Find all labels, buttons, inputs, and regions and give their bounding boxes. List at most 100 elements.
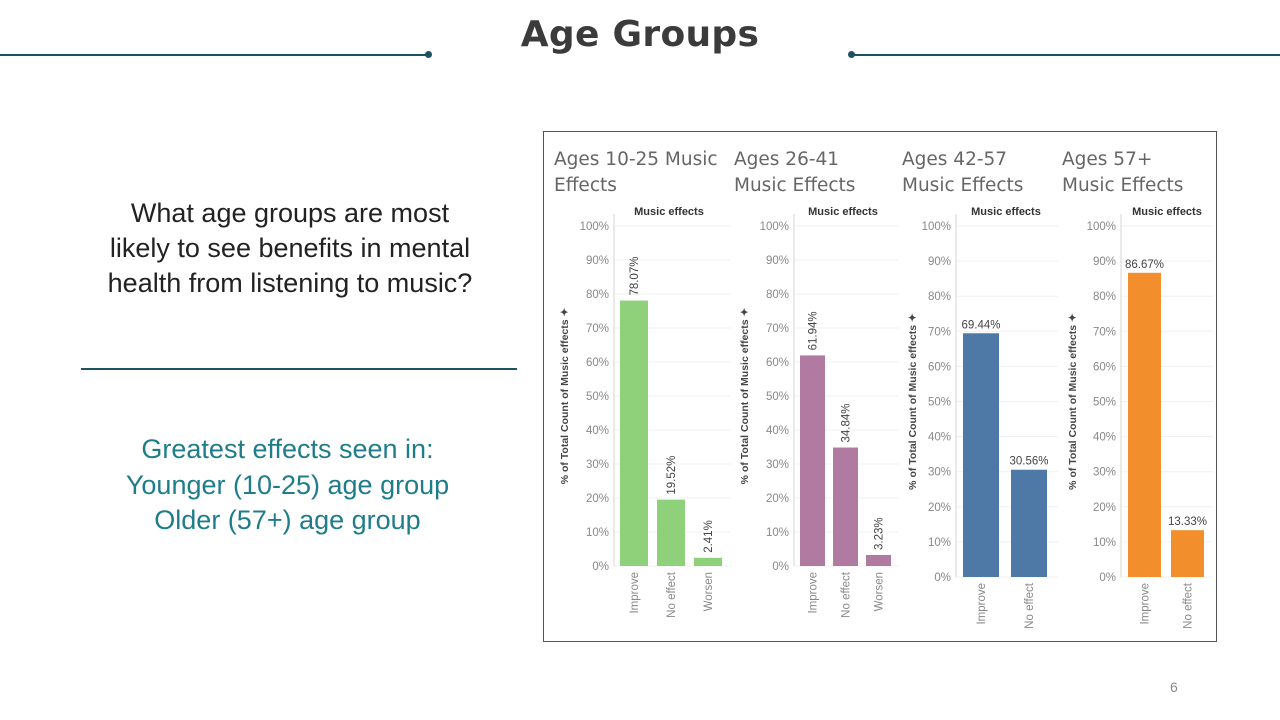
y-tick-label: 100%: [760, 221, 789, 233]
y-tick-label: 30%: [586, 459, 609, 471]
y-tick-label: 80%: [586, 289, 609, 301]
y-axis-label: % of Total Count of Music effects ✦: [559, 307, 571, 484]
x-category-label: No effect: [1024, 582, 1036, 629]
bar: [1011, 469, 1047, 577]
x-category-label: No effect: [1183, 582, 1195, 629]
section-divider: [81, 368, 517, 370]
y-tick-label: 40%: [928, 432, 951, 444]
age-group-charts: Ages 10-25 Music Effects Music effects 0% 10…: [554, 149, 1213, 629]
y-tick-label: 90%: [586, 255, 609, 267]
y-tick-label: 10%: [766, 527, 789, 539]
bar: [800, 355, 825, 566]
y-axis-label: % of Total Count of Music effects ✦: [907, 313, 919, 490]
title-rule-right-dot: [848, 51, 855, 58]
y-tick-label: 60%: [1093, 361, 1116, 373]
data-label: 69.44%: [961, 319, 1000, 331]
y-tick-label: 40%: [586, 425, 609, 437]
data-label: 3.23%: [874, 517, 886, 550]
title-rule-left: [0, 54, 428, 56]
chart-title: Music Effects: [902, 175, 1023, 196]
findings-text: Greatest effects seen in: Younger (10-25…: [80, 432, 495, 539]
y-tick-label: 60%: [586, 357, 609, 369]
y-tick-label: 0%: [1099, 572, 1116, 584]
y-tick-label: 80%: [928, 291, 951, 303]
x-category-label: Improve: [976, 583, 988, 625]
chart-frame: Ages 10-25 Music Effects Music effects 0% 10…: [543, 131, 1217, 642]
data-label: 78.07%: [629, 257, 641, 296]
y-tick-label: 30%: [766, 459, 789, 471]
y-tick-label: 70%: [1093, 326, 1116, 338]
x-category-label: Improve: [1140, 583, 1152, 625]
x-category-label: Improve: [808, 572, 820, 614]
y-axis-label: % of Total Count of Music effects ✦: [739, 307, 751, 484]
y-tick-label: 40%: [1093, 432, 1116, 444]
chart-title: Ages 42-57: [902, 149, 1007, 170]
chart-title: Music Effects: [734, 175, 855, 196]
x-category-label: Worsen: [703, 572, 715, 611]
y-tick-label: 70%: [928, 326, 951, 338]
data-label: 19.52%: [666, 456, 678, 495]
legend-title: Music effects: [971, 206, 1041, 218]
x-category-label: Worsen: [874, 572, 886, 611]
title-rule-right: [852, 54, 1280, 56]
title-rule-left-dot: [425, 51, 432, 58]
findings-line: Greatest effects seen in:: [141, 434, 434, 464]
slide-title: Age Groups: [520, 14, 760, 55]
y-tick-label: 70%: [766, 323, 789, 335]
y-tick-label: 100%: [580, 221, 609, 233]
question-line: likely to see benefits in mental: [109, 233, 471, 263]
x-category-label: No effect: [666, 571, 678, 618]
data-label: 30.56%: [1009, 456, 1048, 468]
question-line: health from listening to music?: [107, 268, 473, 298]
findings-line: Younger (10-25) age group: [125, 469, 450, 500]
y-tick-label: 80%: [1093, 291, 1116, 303]
y-tick-label: 0%: [592, 561, 609, 573]
legend-title: Music effects: [1132, 206, 1202, 218]
x-category-label: Improve: [629, 572, 641, 614]
y-tick-label: 20%: [766, 493, 789, 505]
bar: [694, 557, 722, 566]
chart-title: Ages 10-25 Music: [554, 149, 718, 170]
chart-title: Music Effects: [1062, 175, 1183, 196]
y-tick-label: 50%: [586, 391, 609, 403]
findings-line: Older (57+) age group: [154, 505, 421, 535]
legend-title: Music effects: [808, 206, 878, 218]
legend-title: Music effects: [634, 206, 704, 218]
y-tick-label: 10%: [1093, 537, 1116, 549]
y-tick-label: 60%: [928, 361, 951, 373]
y-tick-label: 20%: [1093, 502, 1116, 514]
data-label: 61.94%: [808, 311, 820, 350]
y-tick-label: 100%: [1087, 221, 1116, 233]
data-label: 2.41%: [703, 520, 715, 553]
chart-title: Ages 26-41: [734, 149, 839, 170]
bar: [1128, 272, 1161, 577]
y-tick-label: 30%: [928, 467, 951, 479]
y-tick-label: 0%: [772, 561, 789, 573]
question-line: What age groups are most: [130, 198, 450, 228]
y-tick-label: 70%: [586, 323, 609, 335]
y-tick-label: 30%: [1093, 467, 1116, 479]
y-tick-label: 10%: [928, 537, 951, 549]
y-tick-label: 50%: [928, 397, 951, 409]
x-category-label: No effect: [841, 571, 853, 618]
y-tick-label: 90%: [928, 256, 951, 268]
chart-title: Effects: [554, 175, 617, 196]
y-tick-label: 40%: [766, 425, 789, 437]
question-text: What age groups are most likely to see b…: [80, 196, 500, 301]
y-tick-label: 20%: [586, 493, 609, 505]
y-tick-label: 90%: [766, 255, 789, 267]
y-tick-label: 50%: [1093, 397, 1116, 409]
data-label: 34.84%: [841, 404, 853, 443]
y-tick-label: 60%: [766, 357, 789, 369]
y-tick-label: 90%: [1093, 256, 1116, 268]
bar: [963, 333, 999, 577]
y-tick-label: 20%: [928, 502, 951, 514]
page-number: 6: [1170, 679, 1178, 695]
bar: [833, 447, 858, 566]
y-tick-label: 100%: [922, 221, 951, 233]
data-label: 86.67%: [1125, 259, 1164, 271]
y-tick-label: 50%: [766, 391, 789, 403]
bar: [866, 555, 891, 566]
bar: [657, 499, 685, 566]
data-label: 13.33%: [1168, 516, 1207, 528]
